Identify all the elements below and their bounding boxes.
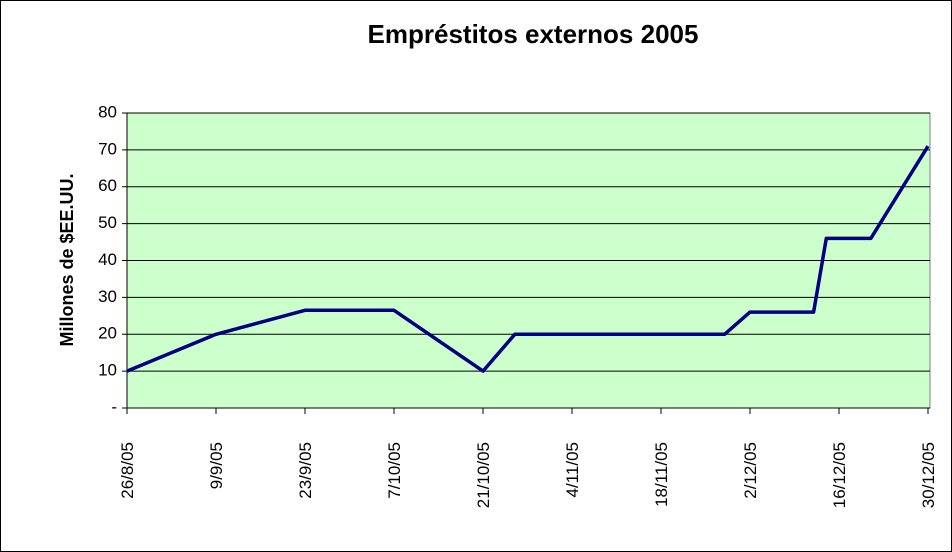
x-tick-label: 4/11/05 <box>563 442 582 497</box>
y-tick-label: - <box>111 397 117 416</box>
y-axis-label: Millones de $EE.UU. <box>57 173 77 346</box>
x-tick-label: 23/9/05 <box>296 442 315 499</box>
x-tick-label: 9/9/05 <box>207 442 226 489</box>
y-tick-label: 10 <box>98 361 117 380</box>
x-tick-label: 2/12/05 <box>741 442 760 499</box>
y-tick-label: 30 <box>98 287 117 306</box>
y-tick-label: 70 <box>98 139 117 158</box>
x-tick-label: 16/12/05 <box>830 442 849 508</box>
x-tick-label: 26/8/05 <box>118 442 137 499</box>
y-tick-label: 40 <box>98 250 117 269</box>
y-tick-label: 50 <box>98 213 117 232</box>
chart-title: Empréstitos externos 2005 <box>368 19 699 49</box>
y-tick-label: 60 <box>98 176 117 195</box>
x-tick-label: 7/10/05 <box>385 442 404 499</box>
x-tick-label: 18/11/05 <box>652 442 671 507</box>
line <box>126 145 930 373</box>
x-tick-label: 30/12/05 <box>919 442 938 508</box>
y-tick-label: 80 <box>98 102 117 121</box>
x-tick-label: 21/10/05 <box>474 442 493 508</box>
y-tick-label: 20 <box>98 324 117 343</box>
